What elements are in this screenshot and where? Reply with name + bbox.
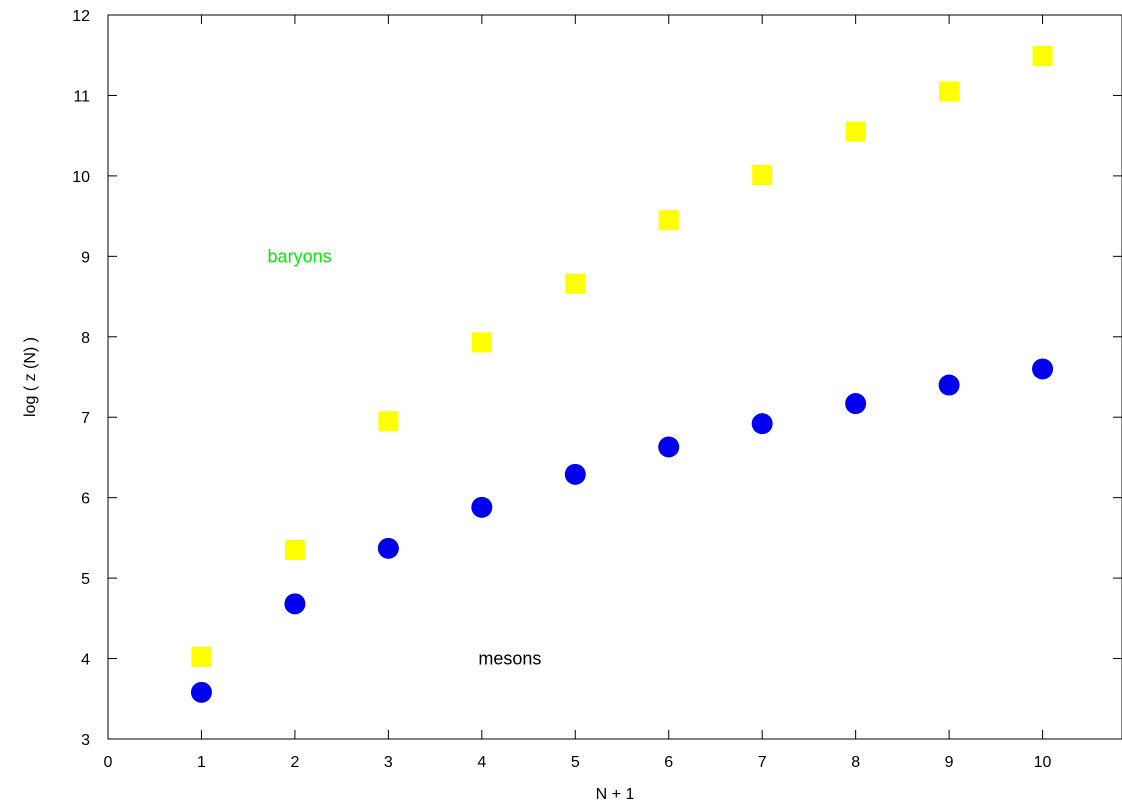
circle-point <box>845 393 867 415</box>
x-tick-label: 0 <box>104 754 113 771</box>
y-tick-label: 4 <box>81 652 90 669</box>
y-tick-label: 12 <box>72 8 90 25</box>
square-point <box>191 646 212 667</box>
circle-point <box>1032 358 1054 380</box>
y-tick-label: 3 <box>81 732 90 749</box>
square-point <box>1032 46 1053 67</box>
y-tick-label: 8 <box>81 330 90 347</box>
x-tick-label: 2 <box>290 754 299 771</box>
data-points <box>190 46 1054 703</box>
square-point <box>752 165 773 186</box>
square-point <box>378 411 399 432</box>
circle-point <box>284 593 306 615</box>
x-axis-title: N + 1 <box>596 786 635 803</box>
x-tick-label: 8 <box>851 754 860 771</box>
x-tick-label: 9 <box>945 754 954 771</box>
x-tick-label: 3 <box>384 754 393 771</box>
x-tick-label: 4 <box>477 754 486 771</box>
circle-point <box>938 374 960 396</box>
y-tick-label: 5 <box>81 571 90 588</box>
y-tick-label: 6 <box>81 491 90 508</box>
circle-point <box>190 681 212 703</box>
annotation-label: mesons <box>478 649 541 669</box>
annotations: baryons mesons <box>268 246 542 668</box>
circle-point <box>658 436 680 458</box>
y-axis-title: log ( z (N) ) <box>22 337 39 417</box>
square-point <box>939 81 960 102</box>
y-tick-label: 11 <box>73 88 90 105</box>
square-point <box>565 273 586 294</box>
x-tick-label: 5 <box>571 754 580 771</box>
y-tick-label: 10 <box>72 169 90 186</box>
y-tick-label: 7 <box>81 410 90 427</box>
circle-point <box>471 496 493 518</box>
square-point <box>284 539 305 560</box>
circle-point <box>751 413 773 435</box>
x-axis: 0 1 2 3 4 5 6 7 8 9 10 <box>104 15 1052 771</box>
square-point <box>845 121 866 142</box>
x-tick-label: 6 <box>664 754 673 771</box>
y-tick-label: 9 <box>81 249 90 266</box>
x-tick-label: 7 <box>758 754 767 771</box>
square-point <box>471 332 492 353</box>
circle-point <box>564 463 586 485</box>
annotation-label: baryons <box>268 246 332 266</box>
y-axis: 3 4 5 6 7 8 9 10 11 12 <box>72 8 1122 749</box>
square-point <box>658 210 679 231</box>
x-tick-label: 1 <box>197 754 206 771</box>
x-tick-label: 10 <box>1034 754 1052 771</box>
plot-frame <box>107 14 1122 740</box>
circle-point <box>377 537 399 559</box>
